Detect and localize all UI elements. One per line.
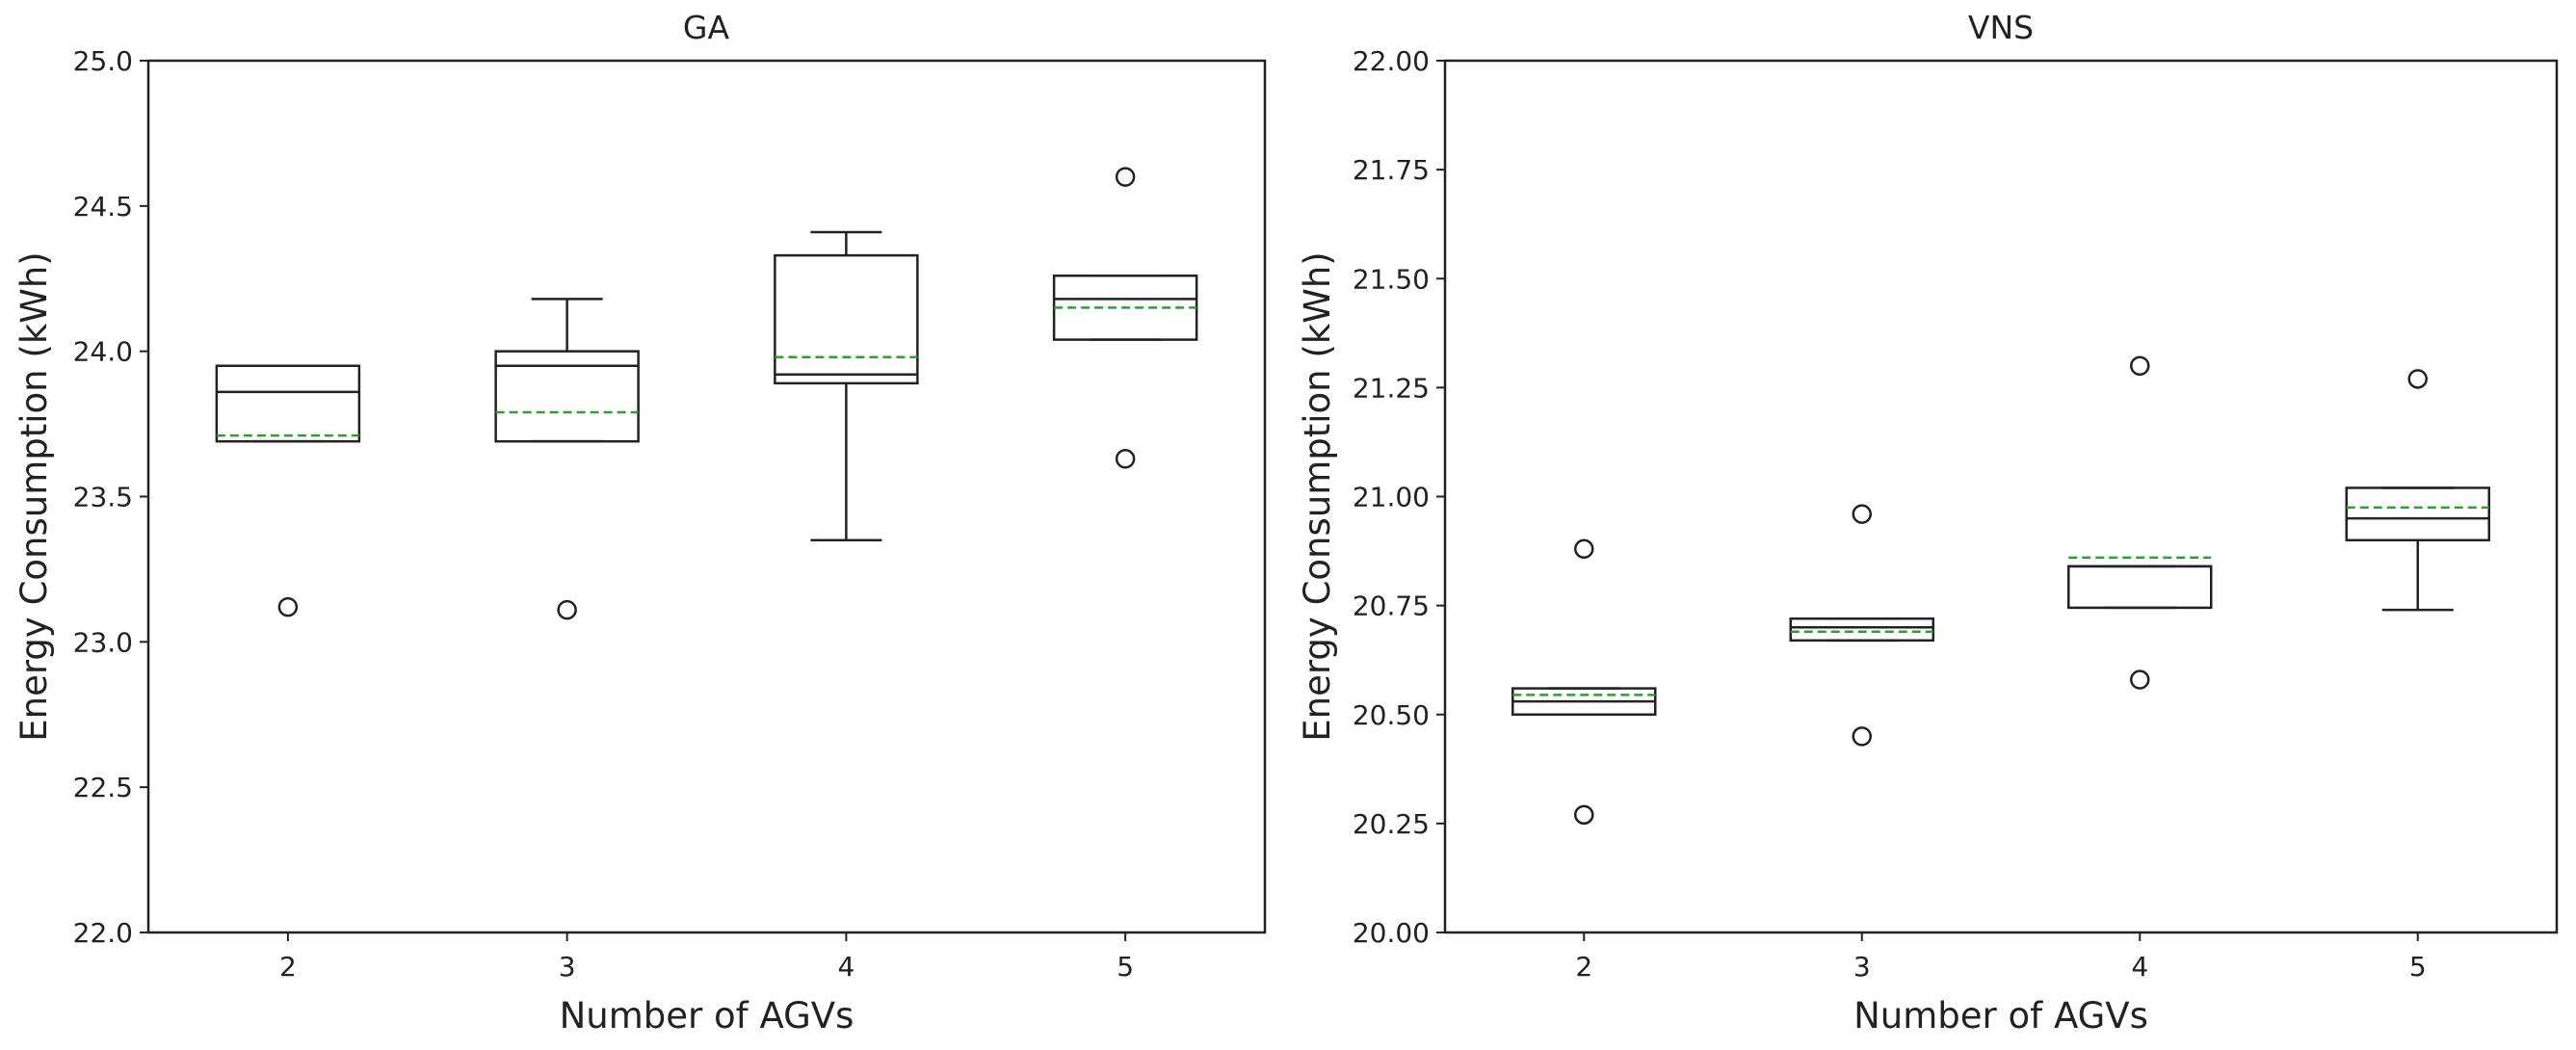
y-tick-label: 22.00 xyxy=(1353,45,1430,77)
vns-panel: VNS 20.00 20.25 20.50 20.75 21.00 21.25 21.50 21… xyxy=(1297,9,2559,1037)
outlier-point xyxy=(1852,726,1872,747)
box-5 xyxy=(1052,167,1198,469)
box-4 xyxy=(774,230,919,541)
outlier-point xyxy=(1574,804,1594,826)
x-tick-label: 3 xyxy=(1853,951,1871,983)
iqr-box xyxy=(2067,564,2213,610)
y-tick-label: 22.5 xyxy=(73,772,133,803)
iqr-box xyxy=(1789,617,1934,643)
x-tick-label: 3 xyxy=(559,951,576,983)
iqr-box xyxy=(2345,486,2490,542)
x-tick-label: 4 xyxy=(837,951,854,983)
outlier-point xyxy=(1115,449,1136,469)
box-2 xyxy=(215,364,361,617)
y-tick-label: 20.00 xyxy=(1353,917,1430,949)
y-tick-label: 20.50 xyxy=(1353,699,1430,731)
outlier-point xyxy=(1852,504,1872,524)
x-tick-label: 2 xyxy=(1575,951,1592,983)
box-3 xyxy=(494,298,640,620)
box-3 xyxy=(1789,504,1934,747)
x-tick-label: 5 xyxy=(2409,951,2427,983)
y-tick-label: 24.0 xyxy=(73,336,133,368)
y-tick-label: 25.0 xyxy=(73,45,133,77)
y-tick-label: 20.75 xyxy=(1353,591,1430,622)
x-tick-label: 5 xyxy=(1117,951,1134,983)
iqr-box xyxy=(215,364,361,443)
box-5 xyxy=(2345,369,2490,612)
x-axis-label: Number of AGVs xyxy=(560,995,854,1037)
y-tick-label: 20.25 xyxy=(1353,808,1430,840)
x-axis-label: Number of AGVs xyxy=(1853,995,2148,1037)
plot-frame xyxy=(1443,59,2559,934)
box-4 xyxy=(2067,355,2213,690)
y-axis-label: Energy Consumption (kWh) xyxy=(13,251,55,741)
y-tick-label: 22.0 xyxy=(73,917,133,949)
y-tick-label: 23.5 xyxy=(73,482,133,513)
y-tick-label: 24.5 xyxy=(73,191,133,223)
y-tick-label: 21.50 xyxy=(1353,263,1430,295)
y-tick-label: 21.25 xyxy=(1353,372,1430,404)
iqr-box xyxy=(774,253,919,385)
ga-panel: GA 22.0 22.5 23.0 23.5 24.0 24.5 25.0 2 3 4 5 Number… xyxy=(13,9,1267,1037)
x-tick-label: 4 xyxy=(2131,951,2148,983)
outlier-point xyxy=(2130,669,2150,690)
outlier-point xyxy=(557,599,577,620)
y-tick-label: 21.00 xyxy=(1353,482,1430,513)
y-tick-label: 23.0 xyxy=(73,626,133,658)
outlier-point xyxy=(2407,369,2428,389)
plot-frame xyxy=(146,59,1267,934)
x-tick-label: 2 xyxy=(279,951,297,983)
y-axis-label: Energy Consumption (kWh) xyxy=(1297,251,1338,741)
chart-title: GA xyxy=(683,9,730,46)
outlier-point xyxy=(1115,167,1136,187)
y-tick-label: 21.75 xyxy=(1353,154,1430,186)
iqr-box xyxy=(494,350,640,443)
box-2 xyxy=(1511,538,1657,826)
chart-title: VNS xyxy=(1968,9,2034,46)
outlier-point xyxy=(2130,355,2150,376)
outlier-point xyxy=(1574,538,1594,560)
outlier-point xyxy=(277,596,299,617)
